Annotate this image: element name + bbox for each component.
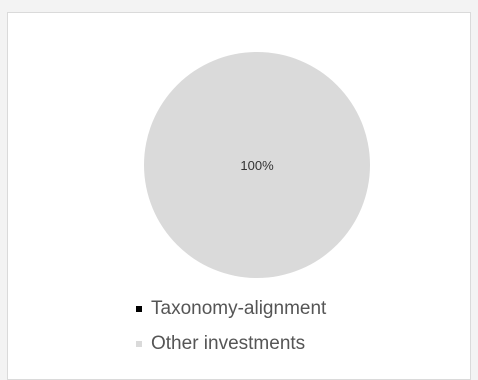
pie-chart: 100%: [144, 52, 370, 278]
legend-item-taxonomy-alignment[interactable]: Taxonomy-alignment: [136, 291, 326, 326]
legend-marker-taxonomy-alignment: [136, 305, 142, 312]
chart-legend: Taxonomy-alignment Other investments: [136, 291, 326, 361]
legend-marker-other-investments: [136, 340, 142, 347]
legend-label-other-investments: Other investments: [151, 332, 306, 354]
legend-label-taxonomy-alignment: Taxonomy-alignment: [151, 297, 327, 319]
pie-data-label-2: 100%: [240, 158, 274, 173]
legend-item-other-investments[interactable]: Other investments: [136, 326, 326, 361]
chart-panel: 100% Taxonomy-alignment Other investment…: [7, 12, 471, 380]
pie-slice-other-investments: [144, 52, 370, 278]
